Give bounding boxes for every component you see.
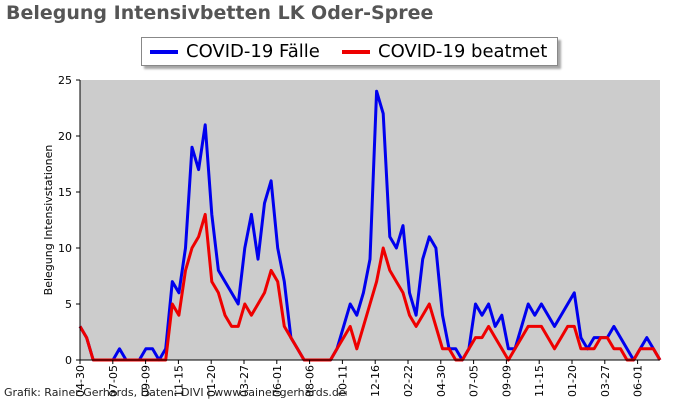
x-tick-label: 03-27 (238, 365, 251, 397)
x-tick-label: 11-15 (172, 365, 185, 397)
x-tick-label: 11-15 (533, 365, 546, 397)
x-tick-label: 07-05 (468, 365, 481, 397)
x-tick-label: 09-09 (140, 365, 153, 397)
series-line-faelle (78, 89, 662, 362)
x-tick-label: 06-01 (271, 365, 284, 397)
x-tick-label: 07-05 (107, 365, 120, 397)
x-tick-label: 03-27 (599, 365, 612, 397)
y-tick-label: 20 (58, 130, 72, 143)
plot-background (80, 80, 660, 360)
series-line-beatmet (78, 212, 662, 362)
x-tick-label: 10-11 (336, 365, 349, 397)
x-tick-label: 01-20 (205, 365, 218, 397)
y-tick-label: 15 (58, 186, 72, 199)
footer-credit: Grafik: Rainer Gerhards, Daten: DIVI | w… (4, 386, 346, 399)
y-tick-label: 10 (58, 242, 72, 255)
legend-swatch-beatmet (342, 50, 370, 54)
chart-title: Belegung Intensivbetten LK Oder-Spree (6, 2, 434, 24)
y-tick-label: 5 (65, 298, 72, 311)
x-tick-label: 02-22 (402, 365, 415, 397)
legend-label-beatmet: COVID-19 beatmet (378, 41, 548, 62)
x-tick-label: 08-06 (304, 365, 317, 397)
y-tick-label: 25 (58, 74, 72, 87)
legend-swatch-faelle (150, 50, 178, 54)
x-tick-label: 04-30 (435, 365, 448, 397)
x-tick-label: 04-30 (74, 365, 87, 397)
x-tick-label: 12-16 (369, 365, 382, 397)
chart-legend: COVID-19 Fälle COVID-19 beatmet (141, 37, 558, 66)
x-tick-label: 01-20 (566, 365, 579, 397)
legend-label-faelle: COVID-19 Fälle (186, 41, 320, 62)
y-tick-label: 0 (65, 354, 72, 367)
y-axis-title: Belegung Intensivstationen (42, 145, 55, 296)
x-tick-label: 09-09 (500, 365, 513, 397)
x-tick-label: 06-01 (632, 365, 645, 397)
